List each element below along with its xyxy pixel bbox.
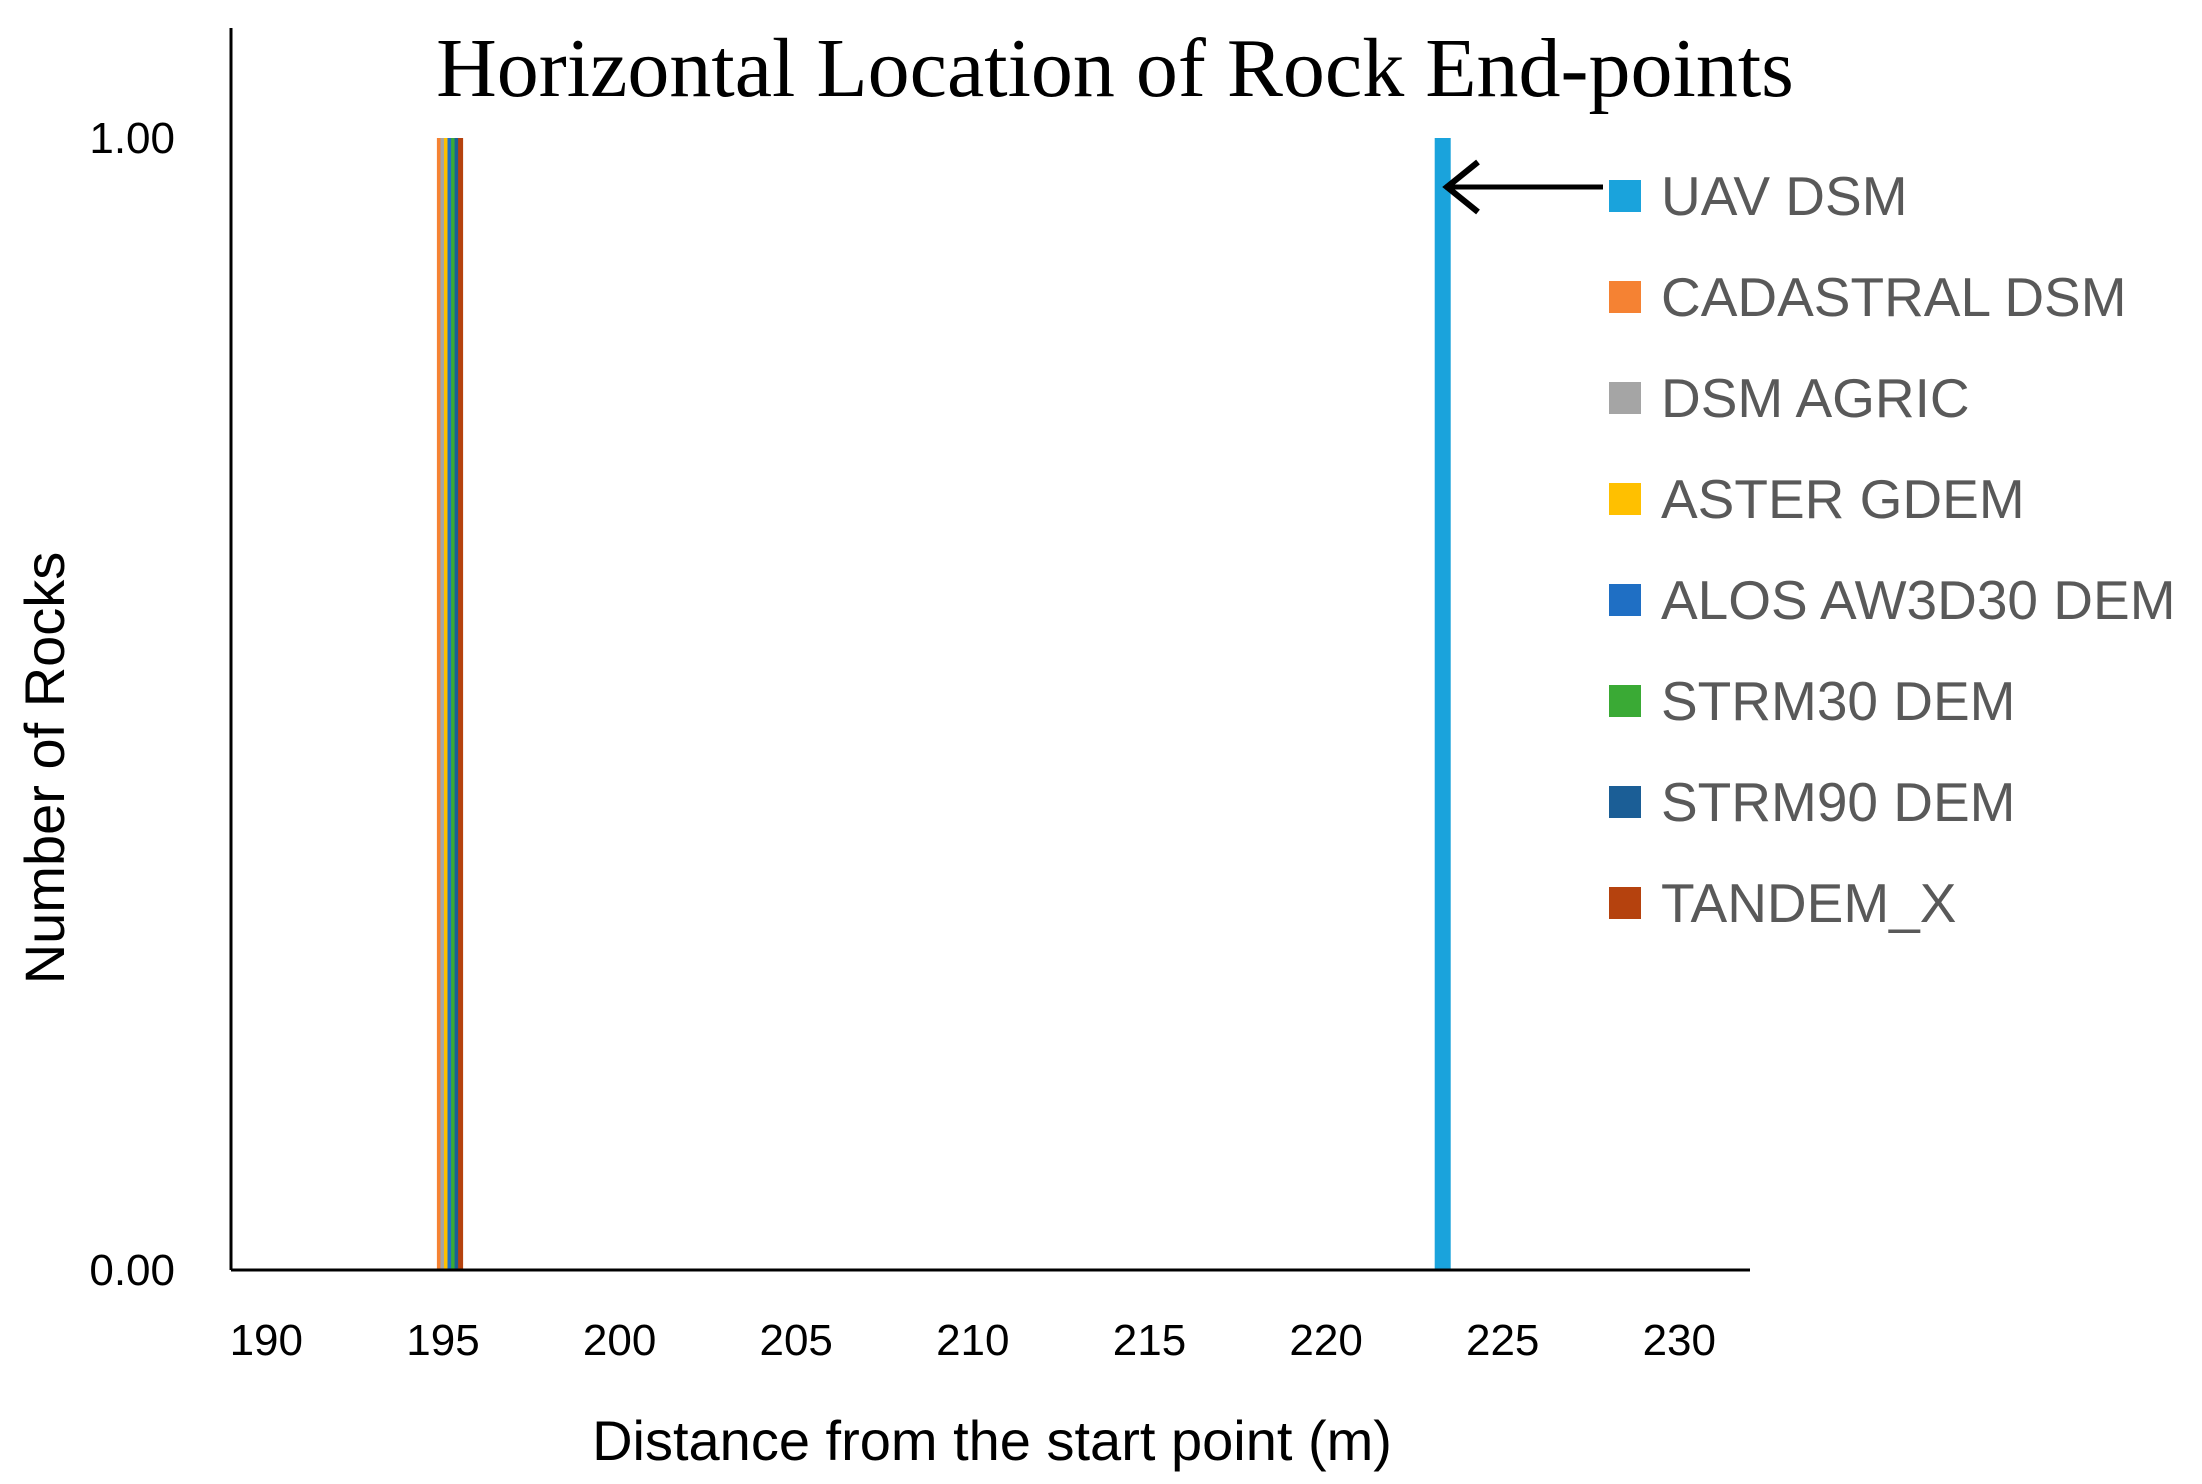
arrow-annotation [1442,159,1603,215]
legend-item: STRM30 DEM [1609,670,2016,732]
x-tick-label: 205 [759,1316,832,1365]
bar-cadastral-dsm [436,138,442,1270]
legend-label: DSM AGRIC [1661,367,1970,429]
legend-item: TANDEM_X [1609,872,1956,934]
legend-label: ASTER GDEM [1661,468,2025,530]
legend: UAV DSM CADASTRAL DSM DSM AGRIC ASTER GDEM A… [1609,165,2176,934]
x-tick-label: 220 [1289,1316,1362,1365]
bar-alos-aw3d30-dem [447,138,453,1270]
bar-dsm-agric [440,138,446,1270]
bar-uav-dsm [1434,138,1451,1270]
legend-label: TANDEM_X [1661,872,1956,934]
legend-item: STRM90 DEM [1609,771,2016,833]
y-axis-label: Number of Rocks [13,552,76,985]
x-tick-label: 195 [406,1316,479,1365]
y-ticks: 0.00 1.00 [89,114,175,1295]
x-tick-label: 210 [936,1316,1009,1365]
legend-swatch [1609,786,1641,818]
legend-swatch [1609,281,1641,313]
y-tick-label: 1.00 [89,114,175,163]
arrow-head [1442,159,1480,215]
y-tick-label: 0.00 [89,1246,175,1295]
chart-title: Horizontal Location of Rock End-points [436,22,1794,115]
legend-item: CADASTRAL DSM [1609,266,2127,328]
legend-swatch [1609,584,1641,616]
bar-aster-gdem [444,138,449,1270]
legend-swatch [1609,483,1641,515]
legend-label: STRM30 DEM [1661,670,2016,732]
legend-item: ASTER GDEM [1609,468,2025,530]
x-axis-label: Distance from the start point (m) [592,1409,1392,1472]
legend-item: DSM AGRIC [1609,367,1970,429]
legend-swatch [1609,180,1641,212]
x-tick-label: 225 [1466,1316,1539,1365]
bar-strm90-dem [454,138,460,1270]
legend-swatch [1609,382,1641,414]
legend-swatch [1609,685,1641,717]
bars-group [436,138,1451,1270]
x-ticks: 190 195 200 205 210 215 220 225 230 [230,1316,1716,1365]
legend-item: ALOS AW3D30 DEM [1609,569,2176,631]
x-tick-label: 215 [1113,1316,1186,1365]
legend-label: ALOS AW3D30 DEM [1661,569,2176,631]
bar-tandem-x [458,138,464,1270]
legend-label: UAV DSM [1661,165,1908,227]
bar-strm30-dem [451,138,457,1270]
legend-swatch [1609,887,1641,919]
legend-label: CADASTRAL DSM [1661,266,2127,328]
legend-label: STRM90 DEM [1661,771,2016,833]
x-tick-label: 230 [1643,1316,1716,1365]
x-tick-label: 200 [583,1316,656,1365]
legend-item: UAV DSM [1609,165,1908,227]
x-tick-label: 190 [230,1316,303,1365]
